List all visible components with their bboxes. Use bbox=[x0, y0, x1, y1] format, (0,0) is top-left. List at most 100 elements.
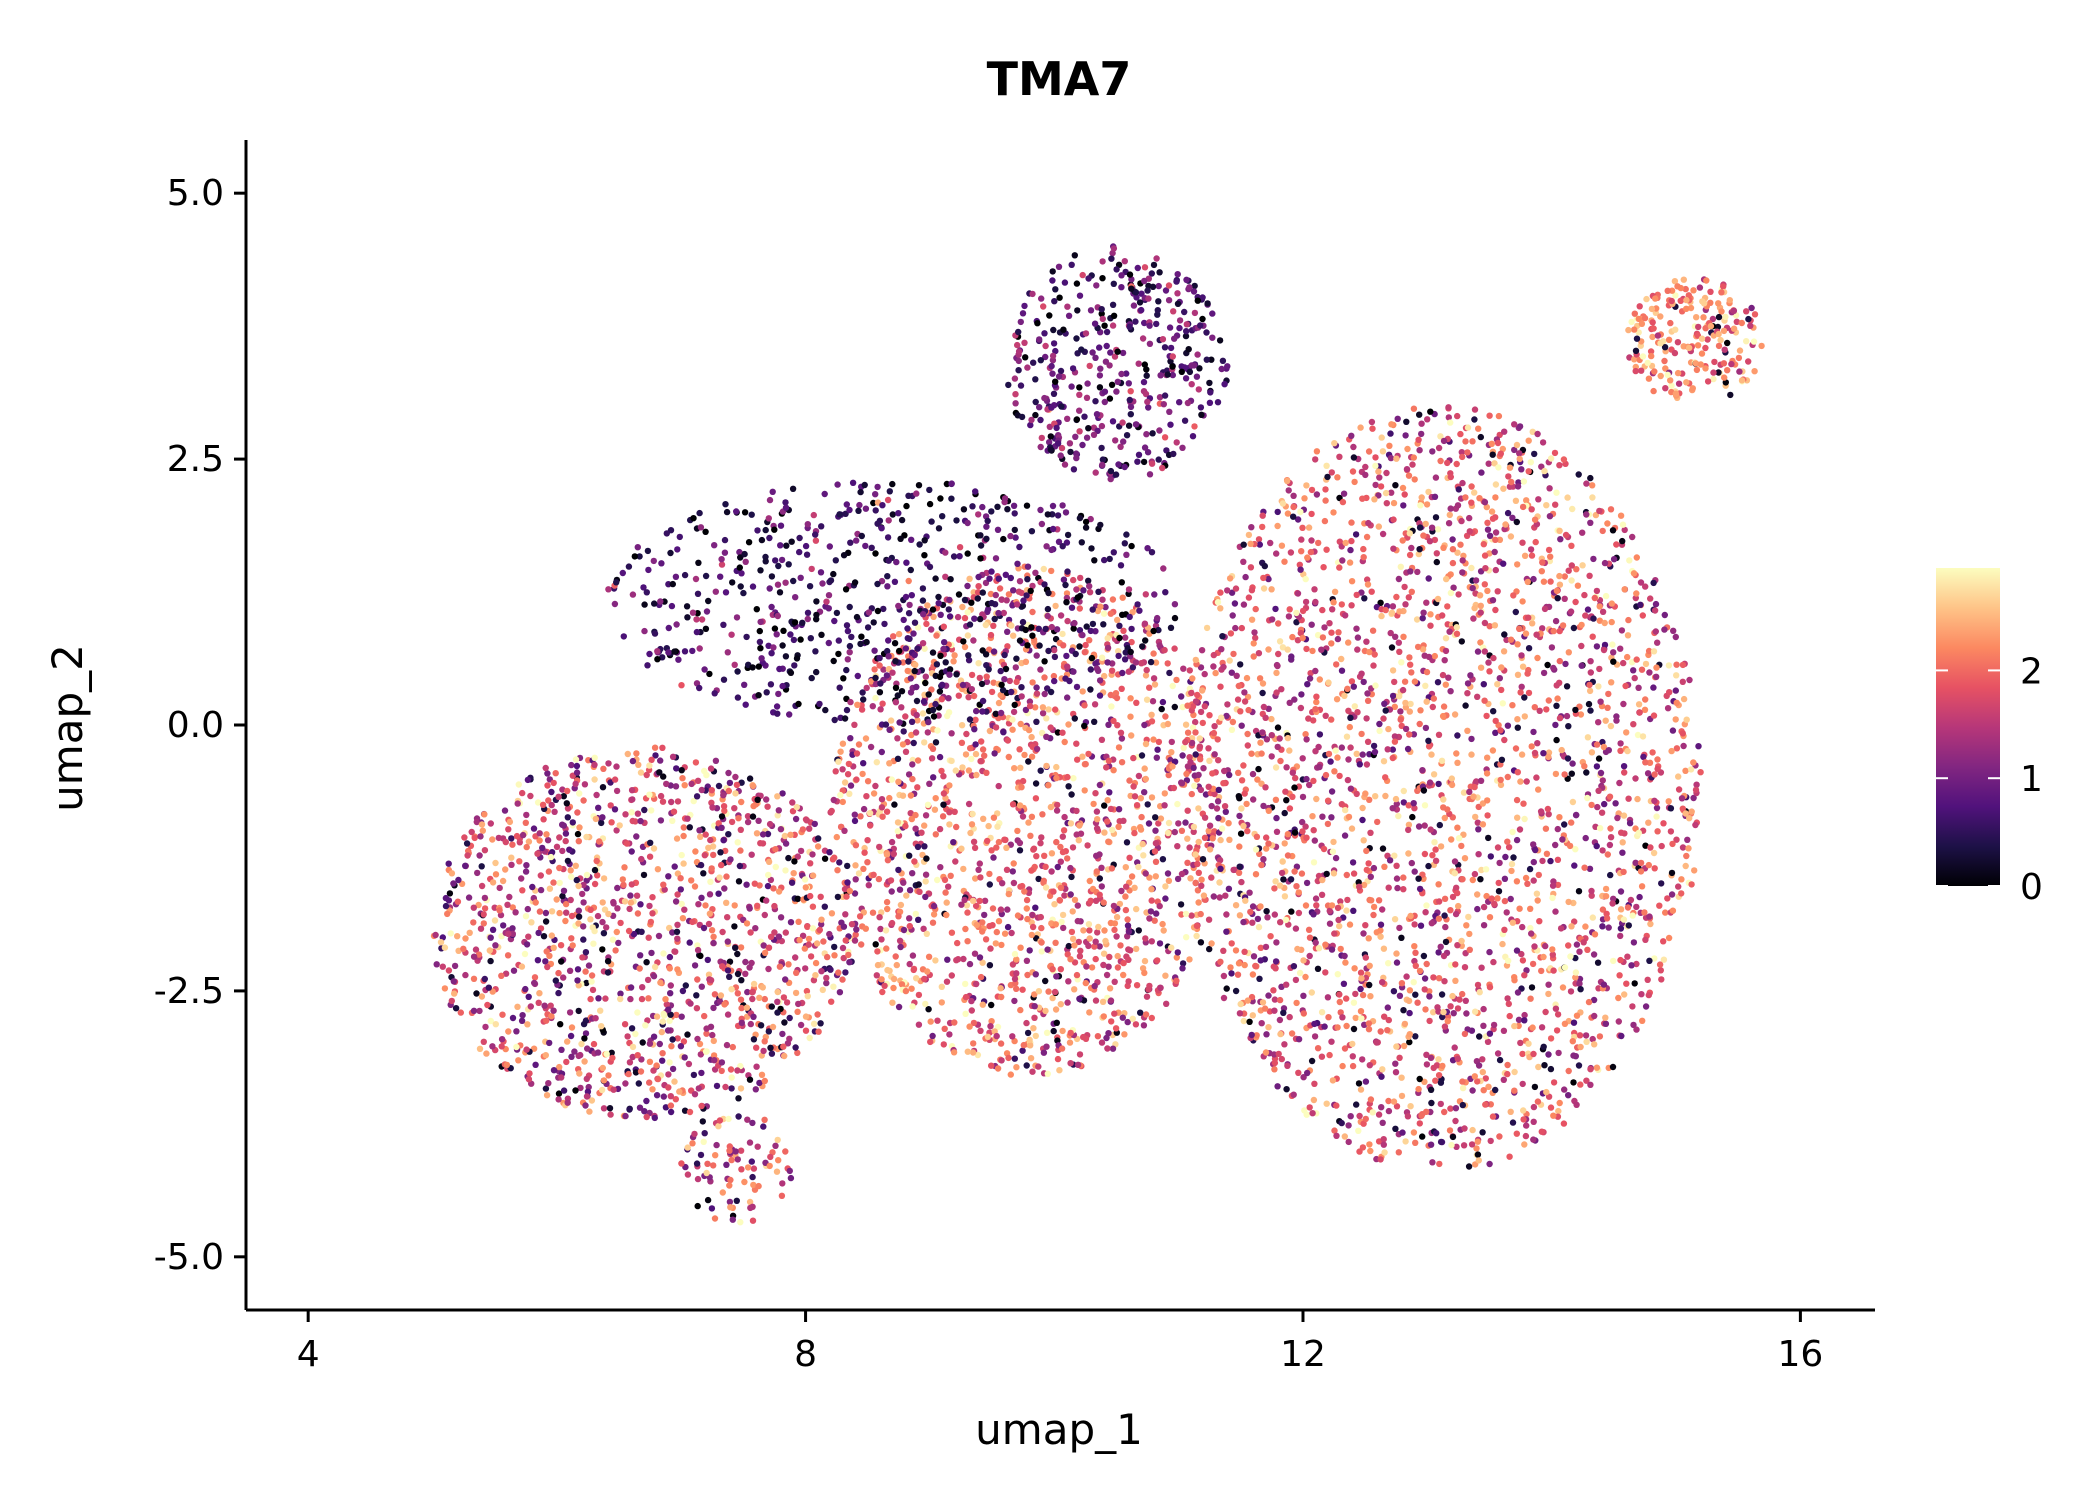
cell-point bbox=[1073, 740, 1080, 747]
cell-point bbox=[1654, 765, 1661, 773]
cell-point bbox=[1255, 923, 1263, 931]
cell-point bbox=[970, 589, 977, 596]
cell-point bbox=[1137, 824, 1144, 831]
cell-point bbox=[1363, 761, 1371, 768]
cell-point bbox=[508, 861, 515, 868]
cell-point bbox=[1201, 670, 1208, 678]
cell-point bbox=[1120, 959, 1127, 967]
cell-point bbox=[636, 965, 643, 972]
cell-point bbox=[1114, 952, 1121, 960]
cell-point bbox=[1380, 758, 1388, 765]
cell-point bbox=[1206, 945, 1213, 953]
cell-point bbox=[1061, 813, 1068, 821]
cell-point bbox=[1299, 793, 1307, 801]
cell-point bbox=[851, 890, 859, 897]
cell-point bbox=[847, 735, 854, 742]
cell-point bbox=[1081, 702, 1088, 709]
cell-point bbox=[1427, 611, 1434, 618]
cell-point bbox=[1086, 935, 1093, 942]
cell-point bbox=[1522, 874, 1530, 882]
cell-point bbox=[522, 985, 529, 993]
cell-point bbox=[701, 1012, 708, 1020]
cell-point bbox=[865, 882, 872, 889]
cell-point bbox=[1359, 804, 1366, 812]
cell-point bbox=[650, 845, 658, 852]
cell-point bbox=[1589, 633, 1596, 640]
cell-point bbox=[666, 924, 673, 932]
cell-point bbox=[590, 940, 597, 947]
cell-point bbox=[1145, 820, 1153, 827]
cell-point bbox=[1607, 722, 1615, 730]
cell-point bbox=[1668, 869, 1676, 877]
cell-point bbox=[1418, 1112, 1425, 1119]
cell-point bbox=[1490, 708, 1497, 715]
cell-point bbox=[1281, 840, 1288, 847]
cell-point bbox=[1068, 791, 1075, 798]
cell-point bbox=[1414, 643, 1422, 651]
cell-point bbox=[1644, 976, 1651, 983]
cell-point bbox=[1466, 528, 1474, 535]
cell-point bbox=[906, 852, 913, 859]
cell-point bbox=[1437, 1138, 1445, 1146]
cell-point bbox=[1042, 863, 1049, 870]
cell-point bbox=[749, 995, 756, 1003]
cell-point bbox=[795, 918, 802, 925]
cell-point bbox=[1129, 1015, 1137, 1022]
cell-point bbox=[1336, 922, 1343, 930]
cell-point bbox=[1272, 764, 1280, 771]
cell-point bbox=[442, 902, 450, 910]
cell-point bbox=[1668, 891, 1676, 898]
cell-point bbox=[1410, 1129, 1418, 1136]
cell-point bbox=[1067, 891, 1074, 898]
cell-point bbox=[1365, 935, 1372, 942]
cell-point bbox=[1305, 926, 1313, 933]
cell-point bbox=[1408, 669, 1415, 676]
cell-point bbox=[568, 1024, 576, 1031]
cell-point bbox=[1319, 876, 1326, 884]
cell-point bbox=[962, 925, 969, 933]
cell-point bbox=[1547, 578, 1554, 585]
cell-point bbox=[1312, 939, 1319, 946]
cell-point bbox=[674, 891, 681, 898]
cell-point bbox=[1284, 646, 1291, 653]
cell-point bbox=[1196, 743, 1204, 750]
cell-point bbox=[502, 838, 509, 846]
cell-point bbox=[1343, 995, 1350, 1002]
cell-point bbox=[994, 1065, 1002, 1072]
cell-point bbox=[1192, 729, 1199, 736]
cell-point bbox=[1146, 684, 1153, 691]
cell-point bbox=[1620, 916, 1628, 923]
cell-point bbox=[1265, 575, 1272, 583]
cell-point bbox=[1543, 502, 1550, 509]
cell-point bbox=[972, 750, 980, 758]
cell-point bbox=[886, 760, 893, 767]
cell-point bbox=[1331, 1127, 1338, 1134]
cell-point bbox=[1519, 923, 1526, 931]
cell-point bbox=[928, 686, 935, 693]
cell-point bbox=[1349, 1040, 1356, 1048]
cell-point bbox=[1581, 864, 1588, 871]
cell-point bbox=[965, 652, 972, 659]
cell-point bbox=[1024, 1029, 1032, 1037]
cell-point bbox=[1080, 1033, 1087, 1041]
cell-point bbox=[1208, 874, 1215, 881]
cell-point bbox=[1171, 703, 1179, 711]
cell-point bbox=[1424, 416, 1431, 423]
cell-point bbox=[1554, 1011, 1562, 1018]
cell-point bbox=[1491, 548, 1498, 556]
cell-point bbox=[876, 843, 883, 851]
cell-point bbox=[525, 1076, 533, 1083]
cell-point bbox=[1014, 837, 1021, 844]
cell-point bbox=[1370, 864, 1378, 872]
cell-point bbox=[1272, 965, 1279, 972]
cell-point bbox=[1271, 911, 1279, 918]
cell-point bbox=[1484, 797, 1491, 804]
cell-point bbox=[1104, 818, 1111, 825]
cell-point bbox=[1091, 943, 1098, 950]
cell-point bbox=[1631, 980, 1638, 987]
cell-point bbox=[738, 798, 745, 806]
cell-point bbox=[1460, 1142, 1468, 1149]
cell-point bbox=[1328, 629, 1335, 636]
cell-point bbox=[1312, 895, 1320, 902]
cell-point bbox=[979, 959, 986, 966]
